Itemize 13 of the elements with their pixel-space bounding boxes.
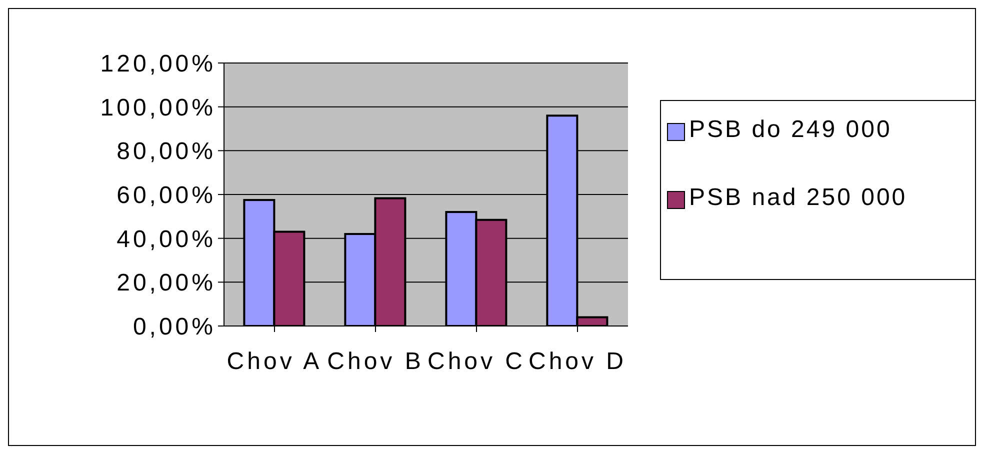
x-tick-label: Chov C bbox=[427, 348, 526, 376]
y-tick-label: 120,00% bbox=[100, 50, 216, 78]
y-tick-label: 0,00% bbox=[132, 314, 216, 341]
legend-label: PSB nad 250 000 bbox=[689, 183, 908, 213]
legend-label: PSB do 249 000 bbox=[689, 115, 892, 145]
y-tick-label: 60,00% bbox=[116, 182, 216, 210]
x-tick-label: Chov D bbox=[528, 348, 627, 376]
y-tick-label: 100,00% bbox=[100, 94, 216, 122]
x-tick-label: Chov B bbox=[327, 348, 424, 376]
y-tick-label: 40,00% bbox=[116, 226, 216, 253]
x-tick-label: Chov A bbox=[226, 348, 322, 376]
y-tick-label: 20,00% bbox=[116, 270, 216, 297]
y-tick-label: 80,00% bbox=[116, 138, 216, 166]
